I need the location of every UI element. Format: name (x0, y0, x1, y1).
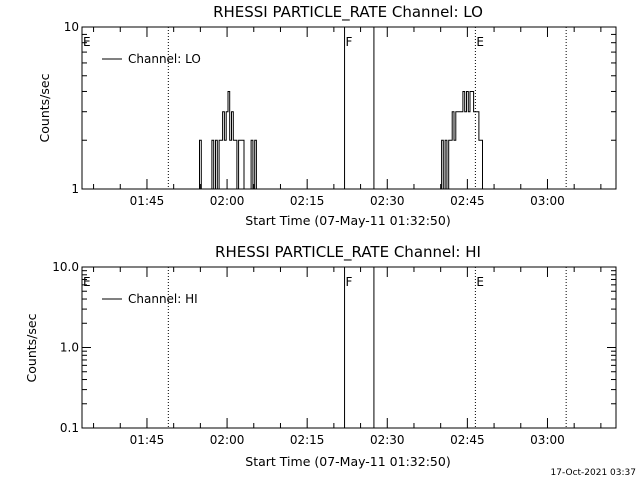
x-tick-label: 02:15 (290, 433, 325, 447)
x-tick-label: 03:00 (530, 433, 565, 447)
chart-title: RHESSI PARTICLE_RATE Channel: LO (213, 3, 483, 22)
chart-hi: RHESSI PARTICLE_RATE Channel: HI Counts/… (24, 243, 617, 469)
marker-label: F (346, 275, 353, 289)
x-tick-label: 02:30 (370, 433, 405, 447)
y-tick-label: 1 (71, 182, 79, 196)
y-axis-label: Counts/sec (24, 313, 39, 382)
marker-label: E (83, 275, 91, 289)
legend-label: Channel: HI (128, 292, 198, 306)
y-tick-label: 10 (64, 20, 79, 34)
y-tick-label: 0.1 (60, 421, 79, 435)
footer-timestamp: 17-Oct-2021 03:37 (551, 468, 636, 478)
y-tick-label: 1.0 (60, 341, 79, 355)
chart-title: RHESSI PARTICLE_RATE Channel: HI (215, 243, 481, 262)
marker-label: F (346, 35, 353, 49)
chart-lo: RHESSI PARTICLE_RATE Channel: LO Counts/… (37, 3, 617, 228)
y-axis-label: Counts/sec (37, 73, 52, 142)
x-axis-label: Start Time (07-May-11 01:32:50) (245, 213, 450, 228)
series-line (197, 91, 485, 190)
x-tick-label: 03:00 (530, 194, 565, 208)
y-tick-label: 10.0 (52, 260, 79, 274)
x-tick-label: 01:45 (130, 194, 165, 208)
marker-label: E (476, 275, 484, 289)
x-axis-label: Start Time (07-May-11 01:32:50) (245, 454, 450, 469)
x-tick-label: 02:45 (450, 194, 485, 208)
legend-label: Channel: LO (128, 52, 201, 66)
x-tick-label: 01:45 (130, 433, 165, 447)
x-tick-label: 02:45 (450, 433, 485, 447)
x-tick-label: 02:00 (210, 194, 245, 208)
x-tick-label: 02:30 (370, 194, 405, 208)
marker-label: E (476, 35, 484, 49)
x-tick-label: 02:15 (290, 194, 325, 208)
marker-label: E (83, 35, 91, 49)
x-tick-label: 02:00 (210, 433, 245, 447)
